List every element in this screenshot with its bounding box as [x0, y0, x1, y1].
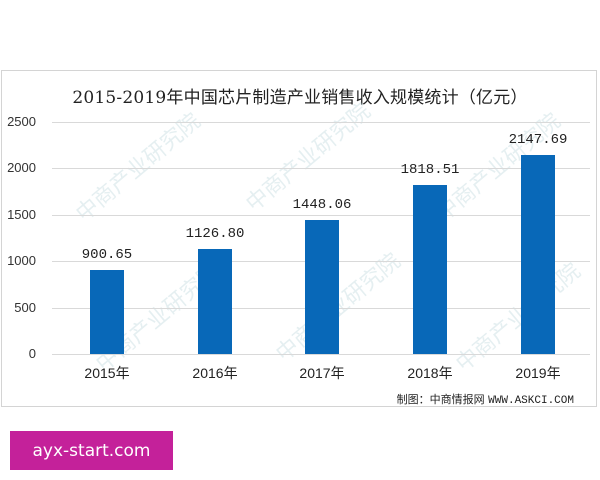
x-tick-label: 2015年 [84, 365, 130, 381]
chart-frame [1, 70, 597, 407]
site-link-badge[interactable]: ayx-start.com [10, 431, 173, 470]
y-tick-label: 0 [28, 346, 36, 361]
value-label-2016: 1126.80 [185, 226, 245, 242]
source-url: WWW.ASKCI.COM [488, 395, 574, 407]
y-tick-label: 1000 [7, 253, 36, 268]
x-tick-label: 2017年 [299, 365, 345, 381]
y-tick-label: 2500 [7, 114, 36, 129]
y-tick-label: 1500 [7, 207, 36, 222]
source-text: 制图：中商情报网 [396, 393, 485, 406]
gridline-2500 [52, 122, 590, 123]
bar-2017 [305, 220, 339, 354]
value-label-2018: 1818.51 [400, 162, 460, 178]
gridline-2000 [52, 168, 590, 169]
x-axis-line [52, 354, 590, 355]
y-tick-label: 2000 [7, 160, 36, 175]
value-label-2015: 900.65 [81, 247, 133, 263]
value-label-2017: 1448.06 [292, 197, 352, 213]
x-tick-label: 2016年 [192, 365, 238, 381]
x-tick-label: 2019年 [515, 365, 561, 381]
gridline-1500 [52, 215, 590, 216]
chart-title: 2015-2019年中国芯片制造产业销售收入规模统计（亿元） [72, 88, 528, 108]
value-label-2019: 2147.69 [508, 132, 568, 148]
bar-2019 [521, 155, 555, 354]
bar-2018 [413, 185, 447, 354]
bar-2016 [198, 249, 232, 354]
chart-source: 制图：中商情报网 WWW.ASKCI.COM [397, 391, 574, 407]
bar-2015 [90, 270, 124, 354]
y-tick-label: 500 [14, 300, 36, 315]
x-tick-label: 2018年 [407, 365, 453, 381]
